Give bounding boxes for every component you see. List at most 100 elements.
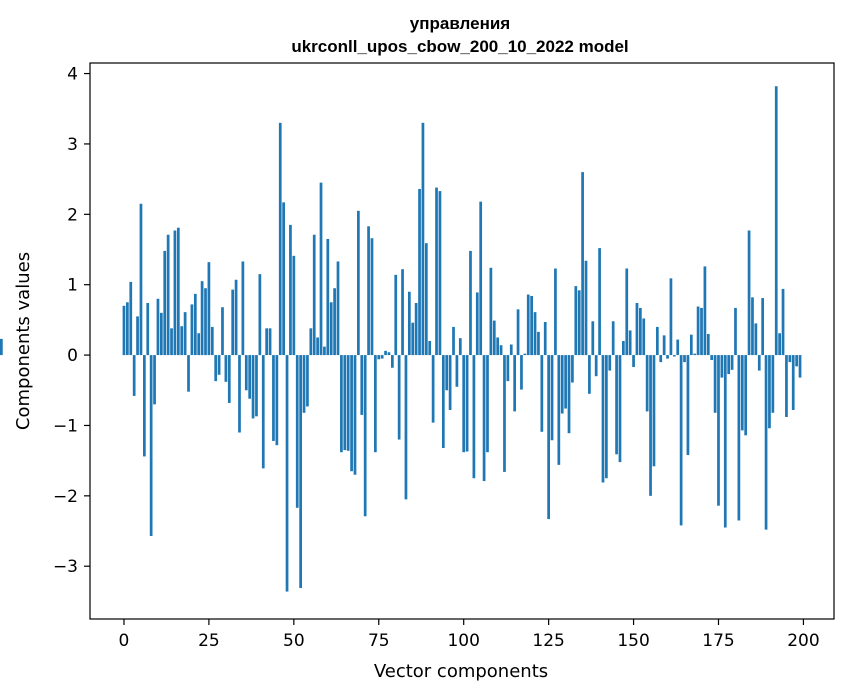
bar — [221, 307, 224, 356]
bar — [458, 338, 462, 356]
bar — [238, 355, 241, 433]
bar — [472, 355, 476, 479]
x-tick-label: 75 — [368, 631, 390, 651]
bar — [244, 355, 248, 391]
bar — [278, 122, 282, 356]
bar — [696, 306, 700, 356]
bar — [445, 355, 449, 391]
x-tick-label: 175 — [702, 631, 734, 651]
bars-group — [0, 86, 802, 592]
bar — [768, 355, 771, 429]
bar — [251, 355, 255, 419]
bar — [632, 355, 635, 368]
bar — [723, 355, 727, 528]
bar — [258, 274, 262, 356]
bar — [441, 355, 445, 448]
bar — [513, 355, 517, 412]
bar — [751, 297, 754, 356]
bar — [187, 355, 190, 392]
bar — [584, 260, 588, 356]
bar — [435, 187, 438, 356]
bar — [200, 281, 204, 356]
bar — [788, 355, 792, 363]
bar — [479, 201, 483, 356]
bar — [730, 355, 734, 370]
bar — [706, 333, 710, 356]
bar — [628, 330, 632, 356]
bar — [255, 355, 258, 417]
bar — [295, 355, 299, 508]
bar — [564, 355, 567, 409]
bar — [747, 230, 751, 356]
bar — [744, 355, 748, 436]
bar — [601, 355, 605, 483]
bar — [261, 355, 265, 469]
bar — [353, 355, 357, 475]
bar — [611, 321, 615, 356]
bar — [791, 355, 795, 410]
bar — [486, 355, 489, 453]
bar — [700, 307, 703, 356]
bar — [469, 250, 472, 356]
bar — [166, 234, 170, 356]
bar — [346, 355, 350, 451]
bar — [509, 344, 513, 356]
bar — [156, 298, 160, 356]
bar — [475, 292, 479, 356]
bar — [272, 355, 275, 441]
bar — [210, 326, 214, 356]
bar — [686, 355, 690, 456]
bar — [414, 302, 418, 356]
bar — [530, 295, 533, 356]
bar — [0, 338, 3, 356]
bar — [214, 355, 218, 382]
bar — [703, 266, 707, 356]
y-axis-label: Components values — [13, 252, 34, 430]
bar — [798, 355, 802, 378]
x-tick-label: 100 — [447, 631, 479, 651]
bar — [234, 279, 238, 356]
bar — [176, 227, 180, 356]
bar — [231, 289, 235, 356]
bar — [557, 355, 561, 465]
bar — [618, 355, 622, 463]
bar — [591, 321, 595, 356]
bar — [499, 345, 503, 356]
bar — [669, 278, 673, 356]
bar — [248, 355, 252, 399]
bar — [764, 355, 768, 530]
bar — [387, 352, 391, 356]
bar — [526, 294, 530, 356]
bar — [424, 243, 428, 356]
bar — [357, 210, 360, 356]
bar — [757, 355, 761, 371]
bar — [594, 355, 598, 377]
y-tick-label: 1 — [67, 276, 78, 296]
bar — [282, 202, 285, 356]
bar — [689, 334, 693, 356]
bar — [496, 337, 500, 356]
bar — [462, 355, 466, 453]
bar — [543, 322, 547, 356]
bar — [333, 288, 336, 356]
bar — [598, 248, 601, 356]
bar — [299, 355, 302, 589]
bar — [737, 355, 741, 521]
bar — [795, 355, 798, 367]
y-tick-label: 3 — [67, 135, 78, 155]
bar — [516, 309, 520, 356]
bar — [411, 322, 415, 356]
bar — [343, 355, 347, 451]
x-tick-label: 125 — [532, 631, 564, 651]
bar — [129, 281, 133, 356]
bar — [329, 302, 333, 356]
bar — [571, 355, 574, 383]
bar — [340, 355, 343, 453]
bar — [693, 353, 697, 356]
y-tick-label: 2 — [67, 205, 78, 225]
bar — [506, 355, 510, 382]
bar — [173, 230, 177, 356]
bar — [639, 307, 642, 356]
bar — [523, 353, 527, 356]
bar — [407, 291, 411, 356]
